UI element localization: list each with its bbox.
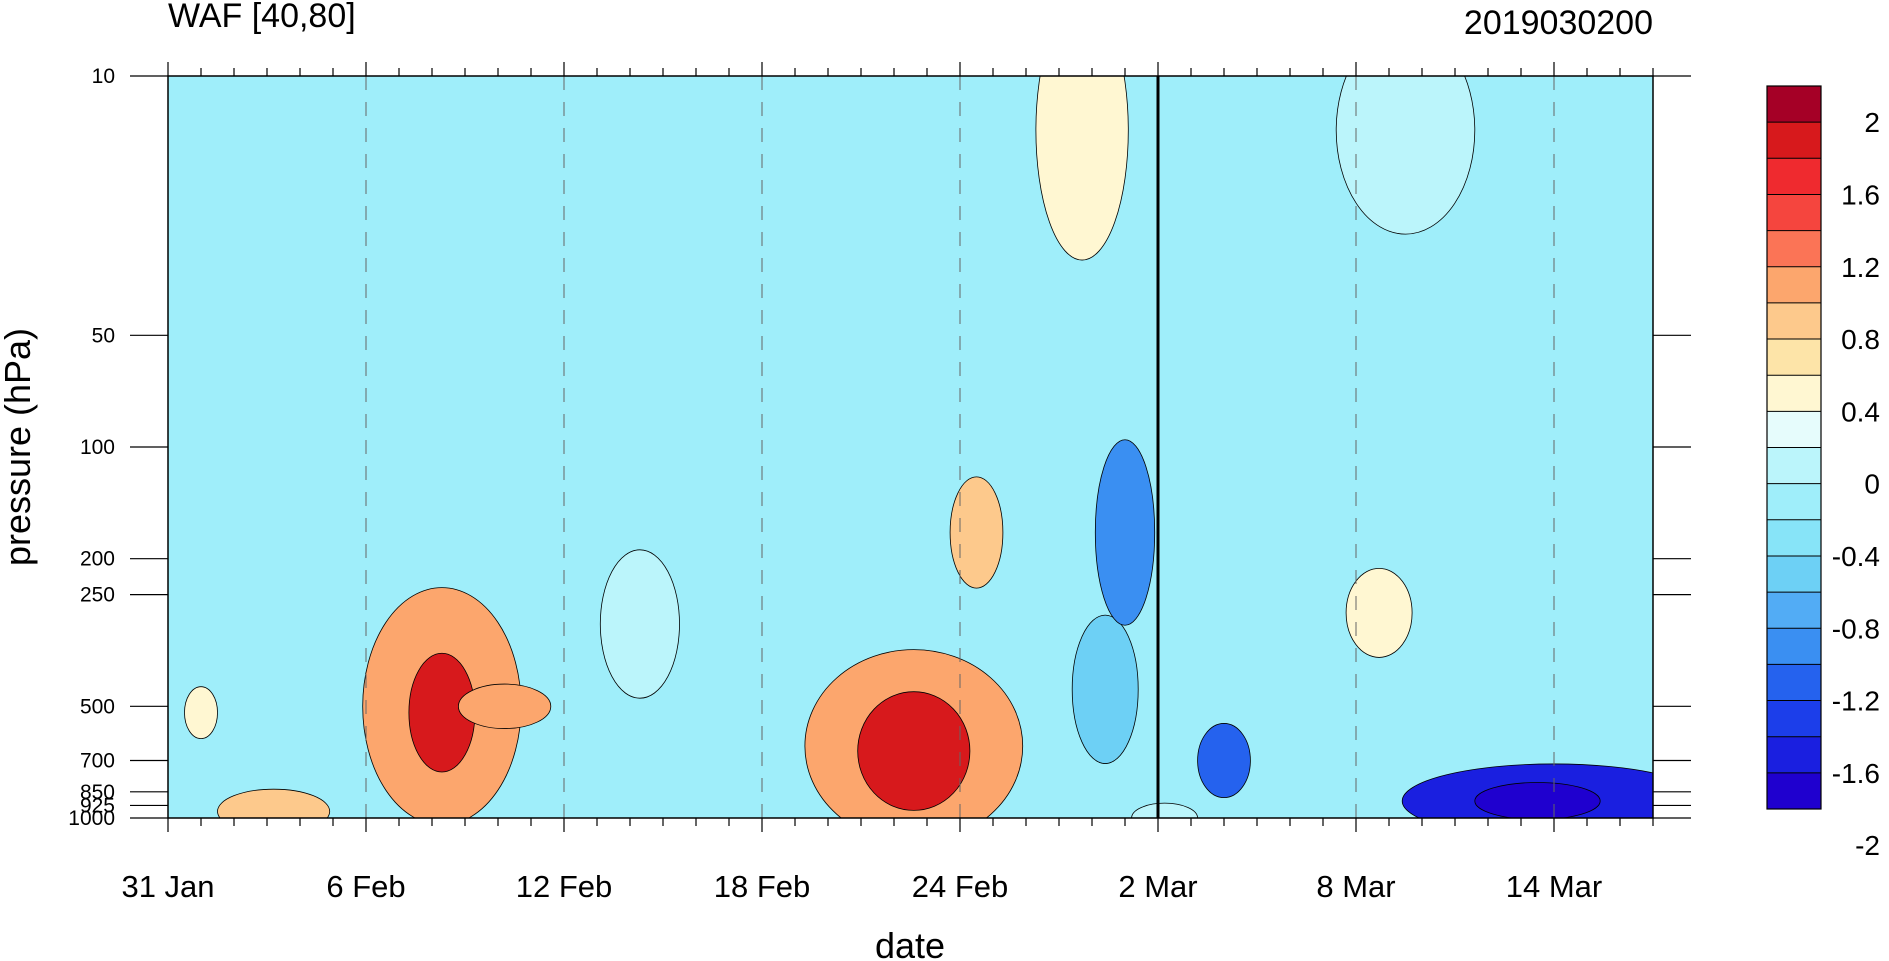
colorbar-swatch (1767, 302, 1821, 340)
colorbar-legend: 2 1.6 1.2 0.8 0.4 0 -0.4 -0.8 -1.2 -1.6 -2 (1766, 85, 1880, 861)
colorbar-swatch (1767, 736, 1821, 774)
y-tick-label: 250 (80, 584, 115, 607)
colorbar-swatch (1767, 592, 1821, 629)
colorbar-swatch (1767, 230, 1821, 268)
contour-feature (1345, 567, 1413, 658)
x-tick-label: 14 Mar (1506, 869, 1602, 904)
contour-feature (217, 788, 331, 818)
y-axis-title: pressure (hPa) (0, 328, 38, 566)
y-tick-label: 925 (80, 794, 115, 817)
colorbar-swatch (1767, 555, 1821, 593)
x-tick-label: 31 Jan (121, 869, 214, 904)
colorbar-swatch (1767, 411, 1821, 448)
x-tick-label: 18 Feb (714, 869, 811, 904)
contour-feature (857, 691, 971, 811)
valid-date-label: 2019030200 (1464, 4, 1653, 42)
colorbar-label: -2 (1855, 830, 1880, 861)
y-tick-label: 850 (80, 781, 115, 804)
colorbar-swatch (1767, 339, 1821, 376)
contour-feature (1035, 76, 1129, 261)
colorbar-label: -1.2 (1832, 686, 1880, 717)
colorbar-swatch (1767, 266, 1821, 304)
x-axis: 31 Jan 6 Feb 12 Feb 18 Feb 24 Feb 2 Mar 8 Mar 1… (121, 62, 1654, 904)
colorbar-swatch (1767, 122, 1821, 159)
colorbar-label: -0.4 (1832, 541, 1880, 572)
x-tick-label: 24 Feb (912, 869, 1009, 904)
colorbar-swatch (1767, 628, 1821, 665)
colorbar-label: 1.6 (1841, 179, 1880, 210)
y-tick-label: 1000 (68, 807, 115, 830)
colorbar-frame (1766, 85, 1822, 810)
colorbar-swatch (1767, 519, 1821, 557)
colorbar-swatch (1767, 700, 1821, 738)
plot-area (167, 75, 1654, 819)
contour-feature (1197, 723, 1251, 799)
y-tick-label: 200 (80, 548, 115, 571)
colorbar-swatch (1767, 483, 1821, 521)
colorbar-swatch (1767, 664, 1821, 702)
colorbar-label: -1.6 (1832, 758, 1880, 789)
x-axis-title: date (875, 925, 945, 961)
x-tick-label: 8 Mar (1316, 869, 1395, 904)
colorbar-swatch (1767, 772, 1821, 810)
contour-feature (184, 686, 218, 740)
colorbar-label: 0.4 (1841, 396, 1880, 427)
colorbar-swatch (1767, 194, 1821, 232)
colorbar-swatch (1767, 375, 1821, 412)
colorbar-label: 1.2 (1841, 252, 1880, 283)
y-tick-label: 50 (92, 324, 115, 347)
x-tick-label: 2 Mar (1118, 869, 1197, 904)
contour-feature (1071, 614, 1139, 764)
y-tick-label: 100 (80, 436, 115, 459)
colorbar-label: 2 (1864, 107, 1880, 138)
colorbar-swatch (1767, 447, 1821, 485)
chart-title: WAF [40,80] (168, 0, 356, 35)
y-tick-label: 10 (92, 65, 115, 88)
contour-feature (1474, 782, 1601, 818)
contour-fields (184, 76, 1653, 818)
y-tick-label: 700 (80, 750, 115, 773)
contour-feature (949, 476, 1004, 589)
colorbar-swatch (1767, 158, 1821, 195)
x-tick-label: 12 Feb (516, 869, 613, 904)
colorbar-label: 0 (1864, 469, 1880, 500)
colorbar-label: 0.8 (1841, 324, 1880, 355)
colorbar-swatch (1767, 86, 1821, 123)
contour-feature (599, 549, 680, 699)
colorbar-label: -0.8 (1832, 613, 1880, 644)
contour-feature (1094, 439, 1156, 626)
contour-feature (1335, 76, 1476, 235)
x-tick-label: 6 Feb (326, 869, 405, 904)
y-tick-label: 500 (80, 695, 115, 718)
contour-feature (457, 683, 552, 729)
